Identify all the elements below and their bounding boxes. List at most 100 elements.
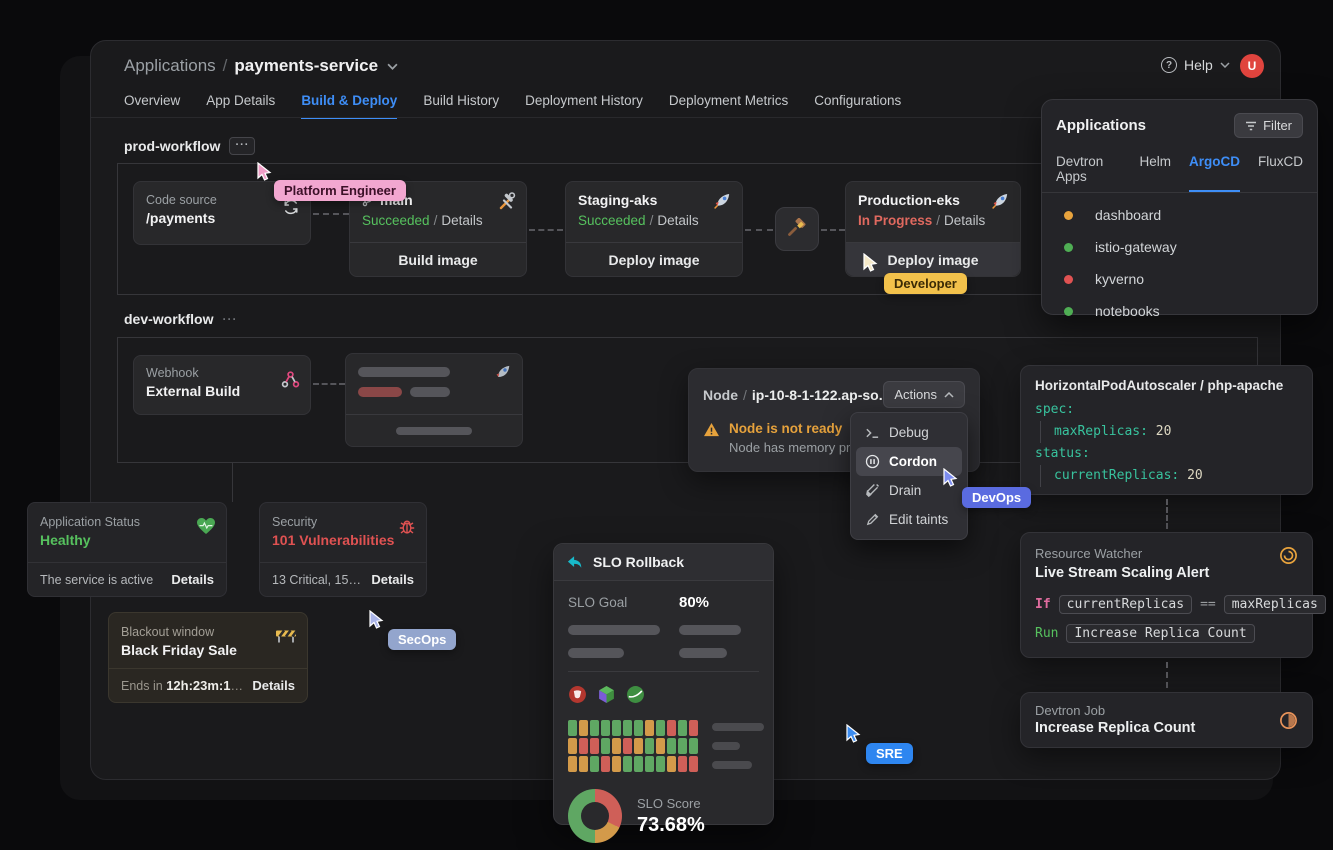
build-stage-card[interactable]: main Succeeded/Details Build image bbox=[349, 181, 527, 277]
heatmap-cell bbox=[612, 720, 621, 736]
heatmap-cell bbox=[667, 756, 676, 772]
skeleton-bar bbox=[712, 723, 764, 731]
monitoring-logo-cube-icon bbox=[597, 685, 616, 709]
dev-workflow-more-button[interactable]: ··· bbox=[222, 312, 238, 326]
condition-left-chip: currentReplicas bbox=[1058, 595, 1193, 614]
production-stage-card[interactable]: Production-eks In Progress / Details Deplo… bbox=[845, 181, 1021, 277]
application-details-link[interactable]: Details bbox=[171, 572, 214, 587]
build-details-link[interactable]: Details bbox=[441, 213, 483, 228]
skeleton-bar bbox=[712, 761, 752, 769]
tab-app-details[interactable]: App Details bbox=[206, 93, 276, 108]
run-keyword: Run bbox=[1035, 626, 1059, 641]
dev-workflow-title: dev-workflow bbox=[124, 311, 214, 327]
tab-helm[interactable]: Helm bbox=[1139, 154, 1171, 169]
avatar-initial: U bbox=[1247, 59, 1257, 73]
list-item-notebooks[interactable]: notebooks bbox=[1056, 295, 1303, 327]
tab-fluxcd[interactable]: FluxCD bbox=[1257, 154, 1303, 169]
divider bbox=[568, 671, 759, 672]
slo-donut bbox=[568, 789, 622, 843]
heatmap-cell bbox=[678, 756, 687, 772]
heatmap-cell bbox=[645, 738, 654, 754]
monitoring-logo-red-icon bbox=[568, 685, 587, 709]
status-dot bbox=[1064, 210, 1073, 220]
list-item-istio-gateway[interactable]: istio-gateway bbox=[1056, 231, 1303, 263]
tab-build-history[interactable]: Build History bbox=[423, 93, 500, 108]
yaml-max-replicas-value: 20 bbox=[1155, 424, 1172, 439]
divider bbox=[1042, 192, 1317, 193]
countdown-value: 12h:23m:13s bbox=[166, 678, 245, 693]
menu-item-debug[interactable]: Debug bbox=[856, 418, 962, 447]
rocket-icon bbox=[991, 191, 1010, 215]
monitoring-logo-green-icon bbox=[626, 685, 645, 709]
drain-icon bbox=[866, 484, 879, 498]
list-item-dashboard[interactable]: dashboard bbox=[1056, 199, 1303, 231]
heatmap-cell bbox=[568, 738, 577, 754]
skeleton-bar bbox=[679, 648, 727, 658]
tab-deployment-metrics[interactable]: Deployment Metrics bbox=[668, 93, 789, 108]
watcher-spiral-icon bbox=[1279, 546, 1298, 570]
run-action-chip: Increase Replica Count bbox=[1066, 624, 1255, 643]
filter-button[interactable]: Filter bbox=[1234, 113, 1303, 138]
actions-button[interactable]: Actions bbox=[883, 381, 965, 408]
prod-workflow-more-button[interactable]: ··· bbox=[229, 137, 256, 155]
applications-panel: Applications Filter Devtron Apps Helm Ar… bbox=[1041, 99, 1318, 319]
list-item-kyverno[interactable]: kyverno bbox=[1056, 263, 1303, 295]
pause-circle-icon bbox=[865, 454, 880, 469]
tab-overview[interactable]: Overview bbox=[124, 93, 181, 108]
rocket-icon bbox=[494, 363, 512, 386]
blackout-label: Blackout window bbox=[121, 625, 215, 639]
heatmap-cell bbox=[667, 720, 676, 736]
app-name: istio-gateway bbox=[1095, 239, 1177, 255]
tab-configurations[interactable]: Configurations bbox=[814, 93, 902, 108]
node-warning-description: Node has memory pre... bbox=[729, 440, 869, 455]
build-image-action[interactable]: Build image bbox=[350, 242, 526, 276]
webhook-stage-card[interactable]: Webhook External Build bbox=[133, 355, 311, 415]
tab-devtron-apps[interactable]: Devtron Apps bbox=[1056, 154, 1104, 184]
app-name: kyverno bbox=[1095, 271, 1145, 287]
skeleton-stage-card bbox=[345, 353, 523, 447]
tab-build-and-deploy[interactable]: Build & Deploy bbox=[301, 93, 398, 119]
heart-pulse-icon bbox=[196, 517, 216, 540]
menu-item-edit-taints[interactable]: Edit taints bbox=[856, 505, 962, 534]
job-progress-icon bbox=[1279, 711, 1298, 735]
menu-item-drain[interactable]: Drain bbox=[856, 476, 962, 505]
staging-deploy-action[interactable]: Deploy image bbox=[566, 242, 742, 276]
tab-argocd[interactable]: ArgoCD bbox=[1188, 154, 1240, 192]
devtron-job-label: Devtron Job bbox=[1035, 703, 1106, 718]
breadcrumb-root[interactable]: Applications bbox=[124, 56, 216, 75]
staging-stage-card[interactable]: Staging-aks Succeeded / Details Deploy ima… bbox=[565, 181, 743, 277]
avatar[interactable]: U bbox=[1240, 54, 1264, 78]
menu-item-label: Edit taints bbox=[889, 512, 949, 527]
heatmap-cell bbox=[678, 738, 687, 754]
connector bbox=[529, 229, 563, 231]
heatmap-cell bbox=[656, 756, 665, 772]
tab-deployment-history[interactable]: Deployment History bbox=[525, 93, 643, 108]
devtron-job-panel: Devtron Job Increase Replica Count bbox=[1020, 692, 1313, 748]
security-value: 101 Vulnerabilities bbox=[272, 532, 395, 548]
chevron-down-icon[interactable] bbox=[387, 63, 398, 70]
production-details-link[interactable]: Details bbox=[944, 213, 986, 228]
blackout-details-link[interactable]: Details bbox=[252, 678, 295, 693]
security-label: Security bbox=[272, 515, 318, 529]
cursor-label-secops: SecOps bbox=[388, 629, 457, 650]
dev-workflow-header: dev-workflow ··· bbox=[124, 311, 237, 327]
blackout-value: Black Friday Sale bbox=[121, 642, 237, 658]
help-icon: ? bbox=[1161, 57, 1177, 73]
production-deploy-action[interactable]: Deploy image bbox=[846, 242, 1020, 276]
node-type-label: Node bbox=[703, 386, 738, 403]
security-details-link[interactable]: Details bbox=[371, 572, 414, 587]
heatmap-cell bbox=[689, 756, 698, 772]
menu-item-label: Drain bbox=[889, 483, 922, 498]
skeleton-bar bbox=[396, 426, 472, 435]
skeleton-bar bbox=[712, 742, 740, 750]
staging-details-link[interactable]: Details bbox=[657, 213, 699, 228]
help-menu[interactable]: ? Help bbox=[1161, 57, 1230, 73]
slo-score-label: SLO Score bbox=[637, 795, 701, 811]
menu-item-label: Cordon bbox=[889, 454, 937, 469]
prod-workflow-header: prod-workflow ··· bbox=[124, 137, 256, 155]
if-keyword: If bbox=[1035, 597, 1051, 612]
git-sync-icon bbox=[282, 198, 300, 221]
approval-gate[interactable] bbox=[775, 207, 819, 251]
node-name: ip-10-8-1-122.ap-so... bbox=[751, 386, 883, 403]
